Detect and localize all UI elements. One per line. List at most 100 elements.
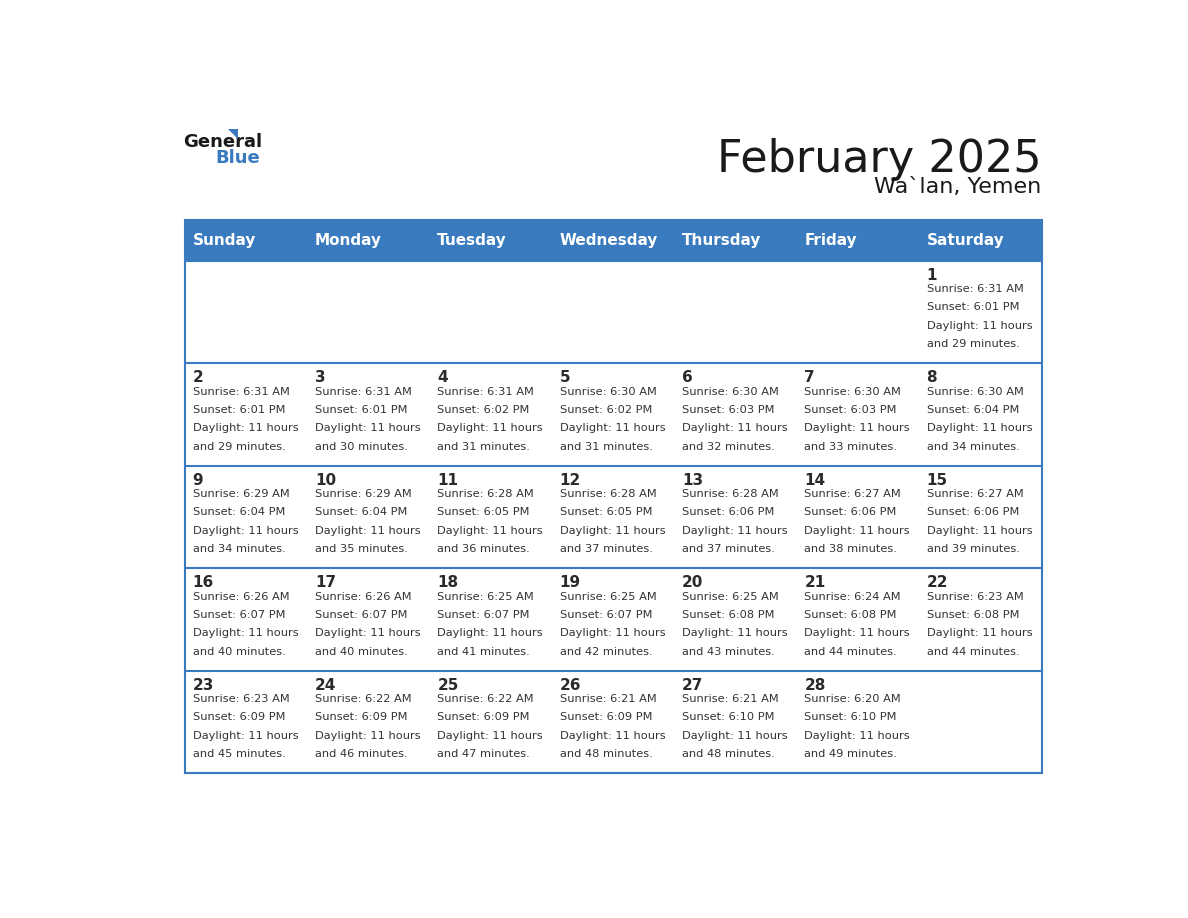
Text: Sunrise: 6:25 AM: Sunrise: 6:25 AM — [560, 591, 657, 601]
Bar — [185, 364, 308, 465]
Text: Daylight: 11 hours: Daylight: 11 hours — [192, 423, 298, 433]
Text: Sunset: 6:04 PM: Sunset: 6:04 PM — [927, 405, 1019, 415]
Bar — [920, 364, 1042, 465]
Text: and 48 minutes.: and 48 minutes. — [682, 749, 775, 759]
Text: February 2025: February 2025 — [716, 139, 1042, 182]
Text: and 34 minutes.: and 34 minutes. — [927, 442, 1019, 452]
Text: Sunset: 6:08 PM: Sunset: 6:08 PM — [927, 610, 1019, 620]
Text: 24: 24 — [315, 677, 336, 693]
Text: Sunset: 6:07 PM: Sunset: 6:07 PM — [315, 610, 407, 620]
Text: 9: 9 — [192, 473, 203, 487]
Text: 16: 16 — [192, 576, 214, 590]
Text: 15: 15 — [927, 473, 948, 487]
Bar — [920, 671, 1042, 773]
Text: Daylight: 11 hours: Daylight: 11 hours — [192, 526, 298, 536]
Bar — [430, 261, 552, 364]
Text: Sunrise: 6:28 AM: Sunrise: 6:28 AM — [437, 489, 535, 499]
Bar — [552, 568, 675, 671]
Text: 7: 7 — [804, 370, 815, 386]
Text: Sunrise: 6:29 AM: Sunrise: 6:29 AM — [315, 489, 412, 499]
Text: Sunset: 6:01 PM: Sunset: 6:01 PM — [192, 405, 285, 415]
Text: Sunset: 6:04 PM: Sunset: 6:04 PM — [315, 508, 407, 518]
Text: Daylight: 11 hours: Daylight: 11 hours — [804, 731, 910, 741]
Text: 10: 10 — [315, 473, 336, 487]
Text: Sunrise: 6:28 AM: Sunrise: 6:28 AM — [560, 489, 657, 499]
Text: and 44 minutes.: and 44 minutes. — [804, 646, 897, 656]
Text: Sunrise: 6:31 AM: Sunrise: 6:31 AM — [927, 284, 1024, 294]
Text: Daylight: 11 hours: Daylight: 11 hours — [315, 628, 421, 638]
Text: 4: 4 — [437, 370, 448, 386]
Text: 3: 3 — [315, 370, 326, 386]
Text: Sunset: 6:10 PM: Sunset: 6:10 PM — [682, 712, 775, 722]
Text: Wednesday: Wednesday — [560, 233, 658, 248]
Text: Sunrise: 6:27 AM: Sunrise: 6:27 AM — [927, 489, 1023, 499]
Text: Sunset: 6:09 PM: Sunset: 6:09 PM — [192, 712, 285, 722]
Text: Sunrise: 6:22 AM: Sunrise: 6:22 AM — [315, 694, 411, 704]
Text: Daylight: 11 hours: Daylight: 11 hours — [560, 731, 665, 741]
Text: Sunset: 6:08 PM: Sunset: 6:08 PM — [804, 610, 897, 620]
Text: 13: 13 — [682, 473, 703, 487]
Bar — [920, 568, 1042, 671]
Text: and 40 minutes.: and 40 minutes. — [315, 646, 407, 656]
Text: Sunset: 6:06 PM: Sunset: 6:06 PM — [804, 508, 897, 518]
Text: 20: 20 — [682, 576, 703, 590]
Text: Sunrise: 6:31 AM: Sunrise: 6:31 AM — [192, 386, 290, 397]
Text: and 45 minutes.: and 45 minutes. — [192, 749, 285, 759]
Text: Sunday: Sunday — [192, 233, 257, 248]
Text: Sunset: 6:10 PM: Sunset: 6:10 PM — [804, 712, 897, 722]
Text: Sunrise: 6:20 AM: Sunrise: 6:20 AM — [804, 694, 901, 704]
Text: Daylight: 11 hours: Daylight: 11 hours — [804, 526, 910, 536]
Text: 25: 25 — [437, 677, 459, 693]
Text: Sunrise: 6:21 AM: Sunrise: 6:21 AM — [682, 694, 778, 704]
Text: 14: 14 — [804, 473, 826, 487]
Text: Daylight: 11 hours: Daylight: 11 hours — [804, 423, 910, 433]
Bar — [797, 465, 920, 568]
Text: Daylight: 11 hours: Daylight: 11 hours — [927, 320, 1032, 330]
Text: Daylight: 11 hours: Daylight: 11 hours — [437, 731, 543, 741]
Text: and 39 minutes.: and 39 minutes. — [927, 544, 1019, 554]
Text: Daylight: 11 hours: Daylight: 11 hours — [682, 526, 788, 536]
Bar — [430, 364, 552, 465]
Text: Daylight: 11 hours: Daylight: 11 hours — [560, 526, 665, 536]
Text: Sunrise: 6:30 AM: Sunrise: 6:30 AM — [682, 386, 779, 397]
Text: Daylight: 11 hours: Daylight: 11 hours — [560, 628, 665, 638]
Text: Sunset: 6:09 PM: Sunset: 6:09 PM — [437, 712, 530, 722]
Bar — [797, 364, 920, 465]
Bar — [185, 219, 1042, 773]
Text: and 35 minutes.: and 35 minutes. — [315, 544, 407, 554]
Text: and 29 minutes.: and 29 minutes. — [927, 339, 1019, 349]
Text: and 47 minutes.: and 47 minutes. — [437, 749, 530, 759]
Text: and 31 minutes.: and 31 minutes. — [437, 442, 530, 452]
Bar — [185, 219, 1042, 261]
Text: Sunrise: 6:26 AM: Sunrise: 6:26 AM — [315, 591, 411, 601]
Text: Daylight: 11 hours: Daylight: 11 hours — [927, 423, 1032, 433]
Bar — [308, 671, 430, 773]
Text: Sunset: 6:05 PM: Sunset: 6:05 PM — [560, 508, 652, 518]
Bar — [308, 261, 430, 364]
Text: 18: 18 — [437, 576, 459, 590]
Text: Daylight: 11 hours: Daylight: 11 hours — [927, 628, 1032, 638]
Text: and 38 minutes.: and 38 minutes. — [804, 544, 897, 554]
Text: and 41 minutes.: and 41 minutes. — [437, 646, 530, 656]
Text: Daylight: 11 hours: Daylight: 11 hours — [315, 423, 421, 433]
Text: and 37 minutes.: and 37 minutes. — [682, 544, 775, 554]
Text: Monday: Monday — [315, 233, 383, 248]
Text: Friday: Friday — [804, 233, 857, 248]
Text: 1: 1 — [927, 268, 937, 283]
Bar — [185, 568, 308, 671]
Bar — [920, 465, 1042, 568]
Text: 8: 8 — [927, 370, 937, 386]
Text: Sunset: 6:09 PM: Sunset: 6:09 PM — [560, 712, 652, 722]
Bar — [430, 568, 552, 671]
Bar — [308, 465, 430, 568]
Text: 19: 19 — [560, 576, 581, 590]
Bar — [675, 568, 797, 671]
Text: and 29 minutes.: and 29 minutes. — [192, 442, 285, 452]
Bar — [308, 568, 430, 671]
Text: and 31 minutes.: and 31 minutes. — [560, 442, 652, 452]
Text: Sunset: 6:05 PM: Sunset: 6:05 PM — [437, 508, 530, 518]
Text: Sunset: 6:09 PM: Sunset: 6:09 PM — [315, 712, 407, 722]
Text: Sunrise: 6:23 AM: Sunrise: 6:23 AM — [192, 694, 290, 704]
Bar — [552, 465, 675, 568]
Text: Daylight: 11 hours: Daylight: 11 hours — [682, 628, 788, 638]
